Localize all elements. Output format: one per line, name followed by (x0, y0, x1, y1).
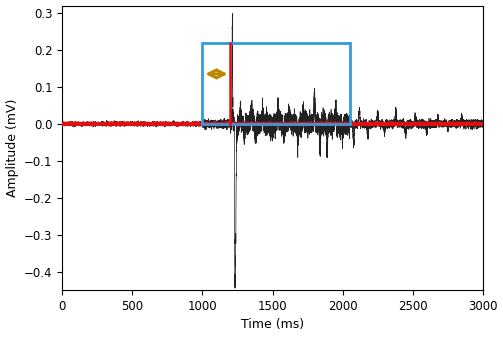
X-axis label: Time (ms): Time (ms) (241, 318, 304, 332)
Y-axis label: Amplitude (mV): Amplitude (mV) (6, 99, 19, 197)
Bar (202, 42, 350, 124)
